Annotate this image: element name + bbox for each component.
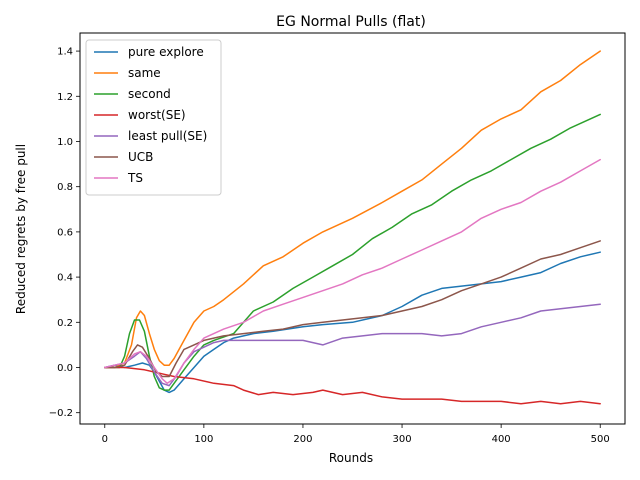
y-tick-label: 1.4 <box>57 47 73 58</box>
x-tick-label: 500 <box>591 434 610 445</box>
y-tick-label: 0.6 <box>57 227 73 238</box>
x-tick-label: 400 <box>492 434 511 445</box>
legend: pure explore same second worst(SE) least pul… <box>85 39 222 196</box>
y-tick-label: −0.2 <box>49 408 73 419</box>
legend-label-3: worst(SE) <box>128 108 186 122</box>
x-tick-label: 200 <box>293 434 312 445</box>
x-tick-layer: 0 100 200 300 400 500 <box>102 424 610 445</box>
x-tick-label: 100 <box>194 434 213 445</box>
y-tick-label: 0.2 <box>57 318 73 329</box>
legend-label-6: TS <box>127 171 143 185</box>
plot-frame <box>79 32 626 425</box>
series-line-3 <box>104 366 601 405</box>
legend-label-0: pure explore <box>128 45 204 59</box>
y-tick-layer: −0.2 0.0 0.2 0.4 0.6 0.8 1.0 1.2 1.4 <box>49 47 80 419</box>
legend-label-5: UCB <box>128 150 153 164</box>
series-line-6 <box>104 158 601 385</box>
series-line-5 <box>104 240 601 378</box>
legend-label-2: second <box>128 87 171 101</box>
y-tick-label: 1.2 <box>57 92 73 103</box>
y-axis-label: Reduced regrets by free pull <box>14 144 28 314</box>
series-line-1 <box>104 50 601 369</box>
x-tick-label: 0 <box>102 434 108 445</box>
series-layer <box>104 50 601 405</box>
y-tick-label: 0.8 <box>57 182 73 193</box>
y-tick-label: 0.0 <box>57 363 73 374</box>
legend-box <box>85 39 222 196</box>
legend-label-4: least pull(SE) <box>128 129 207 143</box>
x-axis-label: Rounds <box>329 451 373 465</box>
y-tick-label: 1.0 <box>57 137 73 148</box>
legend-label-1: same <box>128 66 161 80</box>
x-tick-label: 300 <box>392 434 411 445</box>
y-tick-label: 0.4 <box>57 273 73 284</box>
series-line-4 <box>104 303 601 387</box>
chart-title: EG Normal Pulls (flat) <box>276 14 426 30</box>
